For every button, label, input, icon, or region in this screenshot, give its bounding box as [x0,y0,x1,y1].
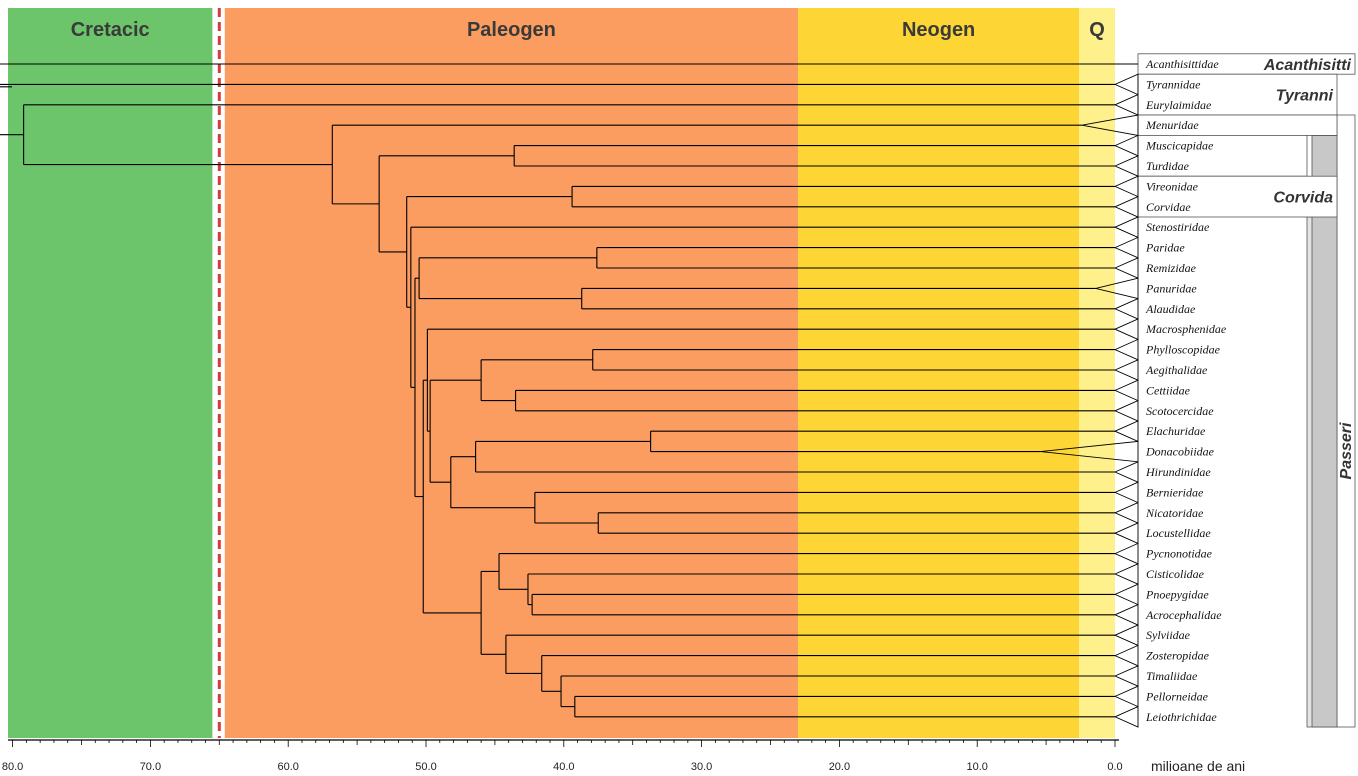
taxon-label-cettiidae: Cettiidae [1146,383,1191,397]
wedge-pellorneidae [1113,685,1139,708]
axis-tick-label-50-0: 50.0 [415,761,436,773]
axis-tick-label-10-0: 10.0 [966,761,987,773]
clade-boxes: Acanthisitti Tyranni Corvida [1137,53,1356,218]
time-axis: 80.0 70.0 60.0 50.0 40.0 30.0 20.0 10.0 0.0 milio… [2,739,1245,774]
era-label-cretacic: Cretacic [71,19,150,41]
era-backgrounds: Cretacic Paleogen Neogen Q [8,8,1115,738]
taxon-label-macrosphenidae: Macrosphenidae [1145,322,1227,336]
wedge-macrosphenidae [1113,318,1139,341]
wedge-stenostiridae [1113,216,1139,239]
axis-tick-label-20-0: 20.0 [829,761,850,773]
tree-branches [0,63,1139,728]
taxon-label-pnoepygidae: Pnoepygidae [1145,587,1209,601]
wedge-leiothrichidae [1113,705,1139,728]
wedge-locustellidae [1113,522,1139,545]
axis-tick-label-30-0: 30.0 [691,761,712,773]
taxon-label-corvidae: Corvidae [1146,200,1191,214]
taxon-label-pellorneidae: Pellorneidae [1145,689,1209,703]
taxon-label-sylviidae: Sylviidae [1146,628,1191,642]
wedge-remizidae [1113,257,1139,279]
era-band-paleogen [224,8,799,738]
taxon-label-acanthisittidae: Acanthisittidae [1145,57,1219,71]
taxon-label-locustellidae: Locustellidae [1145,526,1211,540]
wedge-timaliidae [1113,665,1139,687]
axis-tick-label-60-0: 60.0 [277,761,298,773]
wedge-zosteropidae [1113,644,1139,667]
clade-sidebars: PasseridaPasseri [1306,114,1356,728]
axis-tick-label-80-0: 80.0 [2,761,23,773]
taxon-label-alaudidae: Alaudidae [1145,302,1196,316]
era-band-q [1079,8,1115,738]
wedge-aegithalidae [1113,359,1139,381]
wedge-donacobiidae [1040,440,1139,463]
wedge-muscicapidae [1113,134,1139,157]
taxon-label-donacobiidae: Donacobiidae [1145,445,1215,459]
wedge-pnoepygidae [1113,583,1139,606]
taxon-label-cisticolidae: Cisticolidae [1146,567,1205,581]
wedge-phylloscopidae [1113,338,1139,361]
taxon-label-aegithalidae: Aegithalidae [1145,363,1208,377]
bar-plain [1311,134,1338,728]
wedge-pycnonotidae [1113,542,1139,565]
wedge-nicatoridae [1113,501,1139,524]
wedge-scotocercidae [1113,399,1139,422]
clade-label-acanthisitti: Acanthisitti [1263,57,1352,74]
taxon-label-hirundinidae: Hirundinidae [1145,465,1211,479]
taxon-label-acrocephalidae: Acrocephalidae [1145,608,1222,622]
taxon-label-panuridae: Panuridae [1145,281,1197,295]
axis-tick-label-0-0: 0.0 [1107,761,1122,773]
wedge-vireonidae [1113,175,1139,198]
taxon-label-vireonidae: Vireonidae [1146,179,1199,193]
era-label-q: Q [1089,19,1105,41]
taxon-label-stenostiridae: Stenostiridae [1146,220,1210,234]
taxon-label-menuridae: Menuridae [1145,118,1199,132]
wedge-alaudidae [1113,297,1139,320]
axis-tick-label-70-0: 70.0 [140,761,161,773]
bar-label-passeri: Passeri [1338,422,1355,479]
wedge-acrocephalidae [1113,603,1139,626]
wedge-cisticolidae [1113,563,1139,585]
wedge-sylviidae [1113,624,1139,647]
taxon-label-nicatoridae: Nicatoridae [1145,506,1204,520]
wedge-tyrannidae [1113,73,1139,96]
wedge-hirundinidae [1113,461,1139,483]
taxon-label-zosteropidae: Zosteropidae [1146,649,1210,663]
taxon-label-tyrannidae: Tyrannidae [1146,77,1201,91]
taxon-label-paridae: Paridae [1145,241,1185,255]
wedge-corvidae [1113,195,1139,218]
era-band-neogen [798,8,1080,738]
era-band-cretacic [8,8,213,738]
taxon-labels: Acanthisittidae Tyrannidae Eurylaimidae Men… [1145,57,1227,724]
wedge-bernieridae [1113,481,1139,504]
wedge-elachuridae [1113,420,1139,443]
taxon-label-eurylaimidae: Eurylaimidae [1145,98,1212,112]
taxon-label-scotocercidae: Scotocercidae [1146,404,1214,418]
wedge-panuridae [1095,277,1139,300]
taxon-label-turdidae: Turdidae [1146,159,1190,173]
era-label-paleogen: Paleogen [467,19,556,41]
clade-label-tyranni: Tyranni [1276,88,1334,105]
wedge-eurylaimidae [1113,93,1139,116]
taxon-label-bernieridae: Bernieridae [1146,485,1204,499]
taxon-label-muscicapidae: Muscicapidae [1145,139,1214,153]
taxon-label-elachuridae: Elachuridae [1145,424,1206,438]
wedge-cettiidae [1113,379,1139,402]
axis-tick-label-40-0: 40.0 [553,761,574,773]
taxon-label-timaliidae: Timaliidae [1146,669,1198,683]
wedge-turdidae [1113,155,1139,177]
taxon-label-remizidae: Remizidae [1145,261,1197,275]
taxon-label-phylloscopidae: Phylloscopidae [1145,343,1221,357]
clade-box-corvida [1137,175,1338,218]
taxon-label-pycnonotidae: Pycnonotidae [1145,547,1213,561]
clade-label-corvida: Corvida [1273,190,1333,207]
axis-unit-label: milioane de ani [1151,758,1245,774]
bar-passeri [1336,114,1356,728]
era-label-neogen: Neogen [902,19,975,41]
taxon-label-leiothrichidae: Leiothrichidae [1145,710,1217,724]
wedge-paridae [1113,236,1139,259]
wedge-menuridae [1081,114,1139,136]
